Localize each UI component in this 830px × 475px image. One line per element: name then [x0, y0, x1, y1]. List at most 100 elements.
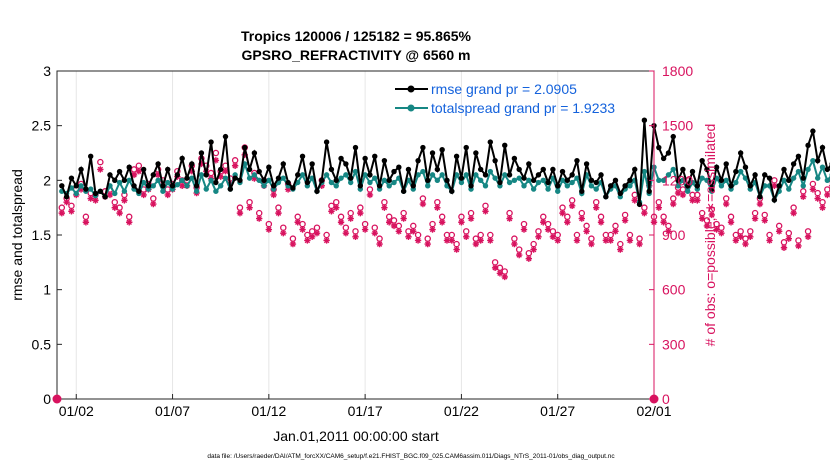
obs-assimilated-point	[482, 208, 488, 214]
rmse-point	[810, 128, 815, 133]
rmse-point	[93, 191, 98, 196]
totalspread-point	[569, 180, 574, 185]
obs-assimilated-point	[376, 241, 382, 247]
x-axis-label: Jan.01,2011 00:00:00 start	[273, 428, 439, 444]
rmse-point	[767, 175, 772, 180]
rmse-point	[661, 156, 666, 161]
rmse-point	[815, 158, 820, 163]
x-tick-label: 01/27	[540, 403, 575, 419]
y-left-tick-label: 0	[43, 391, 51, 407]
obs-assimilated-point	[165, 192, 171, 198]
obs-assimilated-point	[150, 201, 156, 207]
rmse-point	[791, 161, 796, 166]
footnote-data-file: data file: /Users/raeder/DAI/ATM_forcXX/…	[207, 453, 615, 460]
rmse-point	[194, 183, 199, 188]
rmse-point	[146, 183, 151, 188]
totalspread-point	[179, 178, 184, 183]
rmse-point	[199, 150, 204, 155]
totalspread-point	[526, 178, 531, 183]
rmse-point	[516, 167, 521, 172]
totalspread-point	[516, 175, 521, 180]
y-right-tick-label: 1500	[662, 118, 693, 134]
totalspread-point	[425, 183, 430, 188]
obs-assimilated-point	[323, 237, 329, 243]
rmse-point	[343, 161, 348, 166]
rmse-point	[772, 197, 777, 202]
rmse-point	[353, 145, 358, 150]
rmse-point	[127, 165, 132, 170]
rmse-point	[204, 172, 209, 177]
obs-assimilated-point	[776, 228, 782, 234]
rmse-point	[550, 167, 555, 172]
obs-assimilated-point	[660, 219, 666, 225]
obs-assimilated-point	[728, 219, 734, 225]
obs-assimilated-point	[381, 204, 387, 210]
rmse-point	[454, 154, 459, 159]
rmse-point	[545, 180, 550, 185]
rmse-point	[594, 180, 599, 185]
rmse-point	[796, 154, 801, 159]
rmse-point	[531, 178, 536, 183]
rmse-point	[459, 175, 464, 180]
rmse-point	[589, 178, 594, 183]
rmse-point	[324, 139, 329, 144]
totalspread-point	[199, 172, 204, 177]
totalspread-point	[343, 172, 348, 177]
rmse-point	[141, 167, 146, 172]
totalspread-point	[521, 183, 526, 188]
obs-assimilated-point	[786, 235, 792, 241]
rmse-point	[170, 183, 175, 188]
rmse-point	[536, 172, 541, 177]
obs-assimilated-point	[256, 215, 262, 221]
totalspread-point	[685, 189, 690, 194]
totalspread-point	[786, 186, 791, 191]
obs-assimilated-point	[593, 204, 599, 210]
totalspread-point	[213, 189, 218, 194]
totalspread-point	[112, 191, 117, 196]
rmse-point	[102, 194, 107, 199]
y-left-tick-label: 1	[43, 282, 51, 298]
legend-rmse-label: rmse grand pr = 2.0905	[431, 81, 577, 97]
totalspread-point	[175, 182, 180, 187]
totalspread-point	[820, 165, 825, 170]
rmse-point	[468, 183, 473, 188]
y-right-tick-label: 0	[662, 391, 670, 407]
totalspread-point	[507, 180, 512, 185]
obs-assimilated-point	[781, 245, 787, 251]
rmse-point	[642, 118, 647, 123]
rmse-point	[569, 172, 574, 177]
rmse-point	[112, 178, 117, 183]
totalspread-point	[155, 178, 160, 183]
y-left-tick-label: 1.5	[32, 227, 52, 243]
rmse-point	[805, 143, 810, 148]
y-right-tick-label: 1800	[662, 63, 693, 79]
obs-assimilated-point	[449, 237, 455, 243]
totalspread-point	[122, 189, 127, 194]
totalspread-point	[719, 183, 724, 188]
chart-title-line2: GPSRO_REFRACTIVITY @ 6560 m	[242, 47, 471, 63]
rmse-point	[151, 172, 156, 177]
rmse-point	[695, 183, 700, 188]
rmse-point	[382, 158, 387, 163]
rmse-point	[719, 178, 724, 183]
totalspread-point	[334, 183, 339, 188]
obs-assimilated-point	[468, 215, 474, 221]
totalspread-point	[387, 183, 392, 188]
rmse-point	[276, 175, 281, 180]
obs-assimilated-point	[670, 201, 676, 207]
obs-assimilated-point	[718, 230, 724, 236]
obs-assimilated-point	[540, 219, 546, 225]
totalspread-point	[208, 178, 213, 183]
rmse-point	[613, 178, 618, 183]
rmse-point	[69, 175, 74, 180]
totalspread-point	[565, 183, 570, 188]
obs-assimilated-point	[747, 234, 753, 240]
totalspread-point	[464, 172, 469, 177]
obs-assimilated-point	[723, 201, 729, 207]
rmse-point	[122, 178, 127, 183]
rmse-point	[189, 161, 194, 166]
totalspread-point	[815, 175, 820, 180]
rmse-point	[329, 167, 334, 172]
totalspread-point	[184, 183, 189, 188]
rmse-point	[574, 158, 579, 163]
